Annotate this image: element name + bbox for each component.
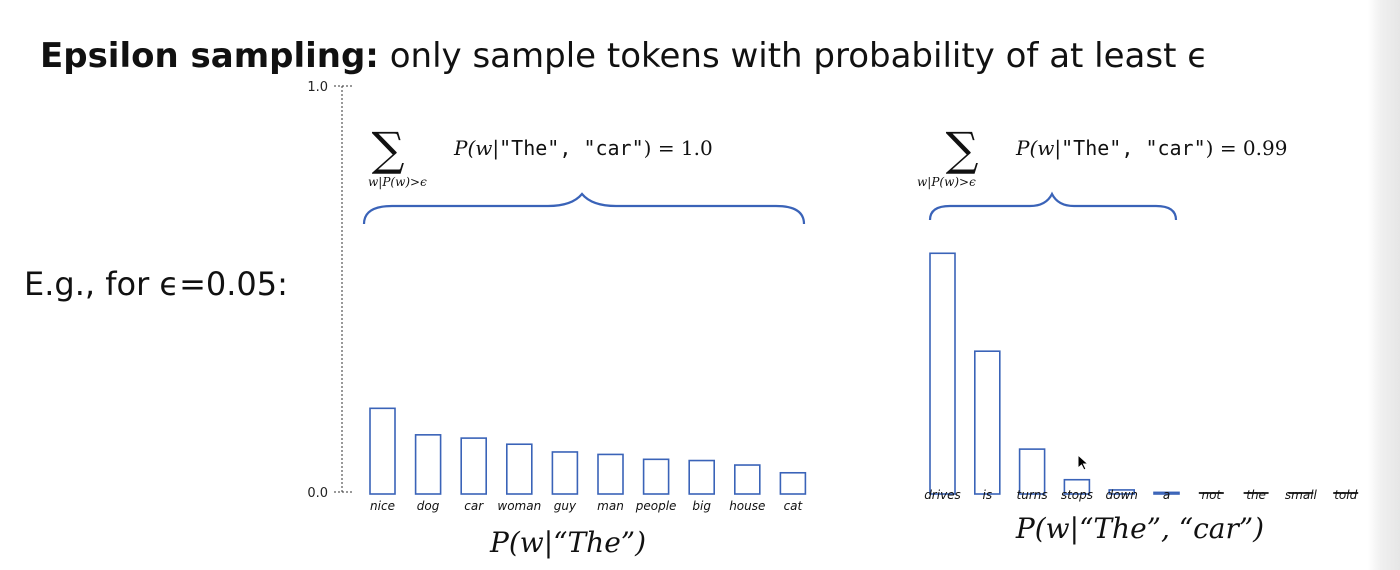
chart-2-xlabel: P(w|“The”, “car”)	[1015, 512, 1264, 545]
tick-label-small: small	[1285, 488, 1318, 502]
chart-2-formula-comma: ,	[1121, 136, 1145, 160]
bar-is	[973, 350, 1001, 495]
mouse-cursor	[1077, 453, 1090, 471]
chart-2-sum-subscript: w|P(w)>ϵ	[917, 175, 976, 189]
tick-label-people: people	[635, 499, 677, 513]
bar-stops	[1063, 478, 1091, 495]
tick-label-told: told	[1334, 488, 1357, 502]
chart-2-annotation: ∑ w|P(w)>ϵ P(w|"The", "car") = 0.99	[917, 122, 1287, 189]
tick-label-not: not	[1201, 488, 1222, 502]
y-axis: 1.0 0.0	[307, 80, 352, 501]
tick-label-down: down	[1106, 488, 1138, 502]
bar-dog	[414, 434, 442, 495]
bar-drives	[929, 252, 956, 495]
chart-1-sum-symbol: ∑	[372, 122, 405, 176]
tick-label-is: is	[983, 488, 993, 502]
chart-2-bars	[929, 252, 1359, 495]
title-rest: only sample tokens with probability of a…	[378, 36, 1209, 76]
chart-1-bars	[369, 407, 807, 495]
chart-2-formula-token1: "The"	[1061, 136, 1121, 160]
bar-woman	[505, 443, 533, 495]
tick-label-cat: cat	[784, 499, 804, 513]
bar-big	[688, 459, 716, 495]
chart-2-formula-token2: "car"	[1145, 136, 1205, 160]
chart-2-labels: drives is turns stops down a not the small told	[924, 488, 1357, 502]
chart-1-formula-suffix: ) = 1.0	[644, 136, 713, 160]
tick-label-big: big	[692, 499, 711, 513]
bar-turns	[1018, 448, 1046, 495]
bar-man	[597, 453, 624, 495]
bar-guy	[551, 451, 579, 495]
bar-car	[460, 437, 488, 495]
tick-label-turns: turns	[1017, 488, 1048, 502]
tick-label-car: car	[464, 499, 484, 513]
chart-2-formula: P(w|"The", "car") = 0.99	[1015, 136, 1287, 161]
chart-1-formula-comma: ,	[559, 136, 583, 160]
tick-label-man: man	[597, 499, 624, 513]
chart-1-formula-prefix: P(w|	[453, 136, 499, 161]
bar-house	[733, 464, 761, 495]
tick-label-dog: dog	[417, 499, 440, 513]
chart-2-brace	[928, 191, 1178, 221]
example-label: E.g., for ϵ=0.05:	[24, 265, 288, 303]
chart-1-annotation: ∑ w|P(w)>ϵ P(w|"The", "car") = 1.0	[368, 122, 713, 189]
tick-label-drives: drives	[924, 488, 961, 502]
tick-label-the: the	[1246, 488, 1266, 502]
bar-people	[642, 458, 670, 495]
tick-label-stops: stops	[1061, 488, 1093, 502]
title-bold: Epsilon sampling:	[40, 36, 379, 76]
chart-1-sum-subscript: w|P(w)>ϵ	[368, 175, 427, 189]
chart-2-formula-prefix: P(w|	[1015, 136, 1061, 161]
tick-label-woman: woman	[497, 499, 541, 513]
tick-label-house: house	[729, 499, 765, 513]
chart-1-formula-token2: "car"	[583, 136, 643, 160]
chart-1-formula: P(w|"The", "car") = 1.0	[453, 136, 713, 161]
tick-label-guy: guy	[554, 499, 577, 513]
slide-title: Epsilon sampling: only sample tokens wit…	[40, 34, 1208, 78]
chart-1-xlabel: P(w|“The”)	[489, 526, 646, 559]
chart-2-formula-suffix: ) = 0.99	[1206, 136, 1288, 160]
tick-label-nice: nice	[370, 499, 395, 513]
chart-2: drives is turns stops down a not the small told ∑…	[917, 122, 1359, 545]
y-tick-label-top: 1.0	[307, 80, 328, 95]
bar-cat	[779, 471, 807, 495]
right-edge-shade	[1368, 0, 1400, 570]
chart-1-labels: nice dog car woman guy man people big house cat	[370, 499, 803, 513]
chart-2-sum-symbol: ∑	[946, 122, 979, 176]
tick-label-a: a	[1163, 488, 1170, 502]
bar-a	[1153, 491, 1180, 495]
y-tick-label-bottom: 0.0	[307, 486, 328, 501]
chart-1: nice dog car woman guy man people big house cat ∑…	[362, 122, 807, 559]
chart-1-brace	[362, 192, 806, 225]
bar-down	[1108, 489, 1135, 495]
chart-1-formula-token1: "The"	[499, 136, 559, 160]
bar-nice	[369, 407, 396, 495]
